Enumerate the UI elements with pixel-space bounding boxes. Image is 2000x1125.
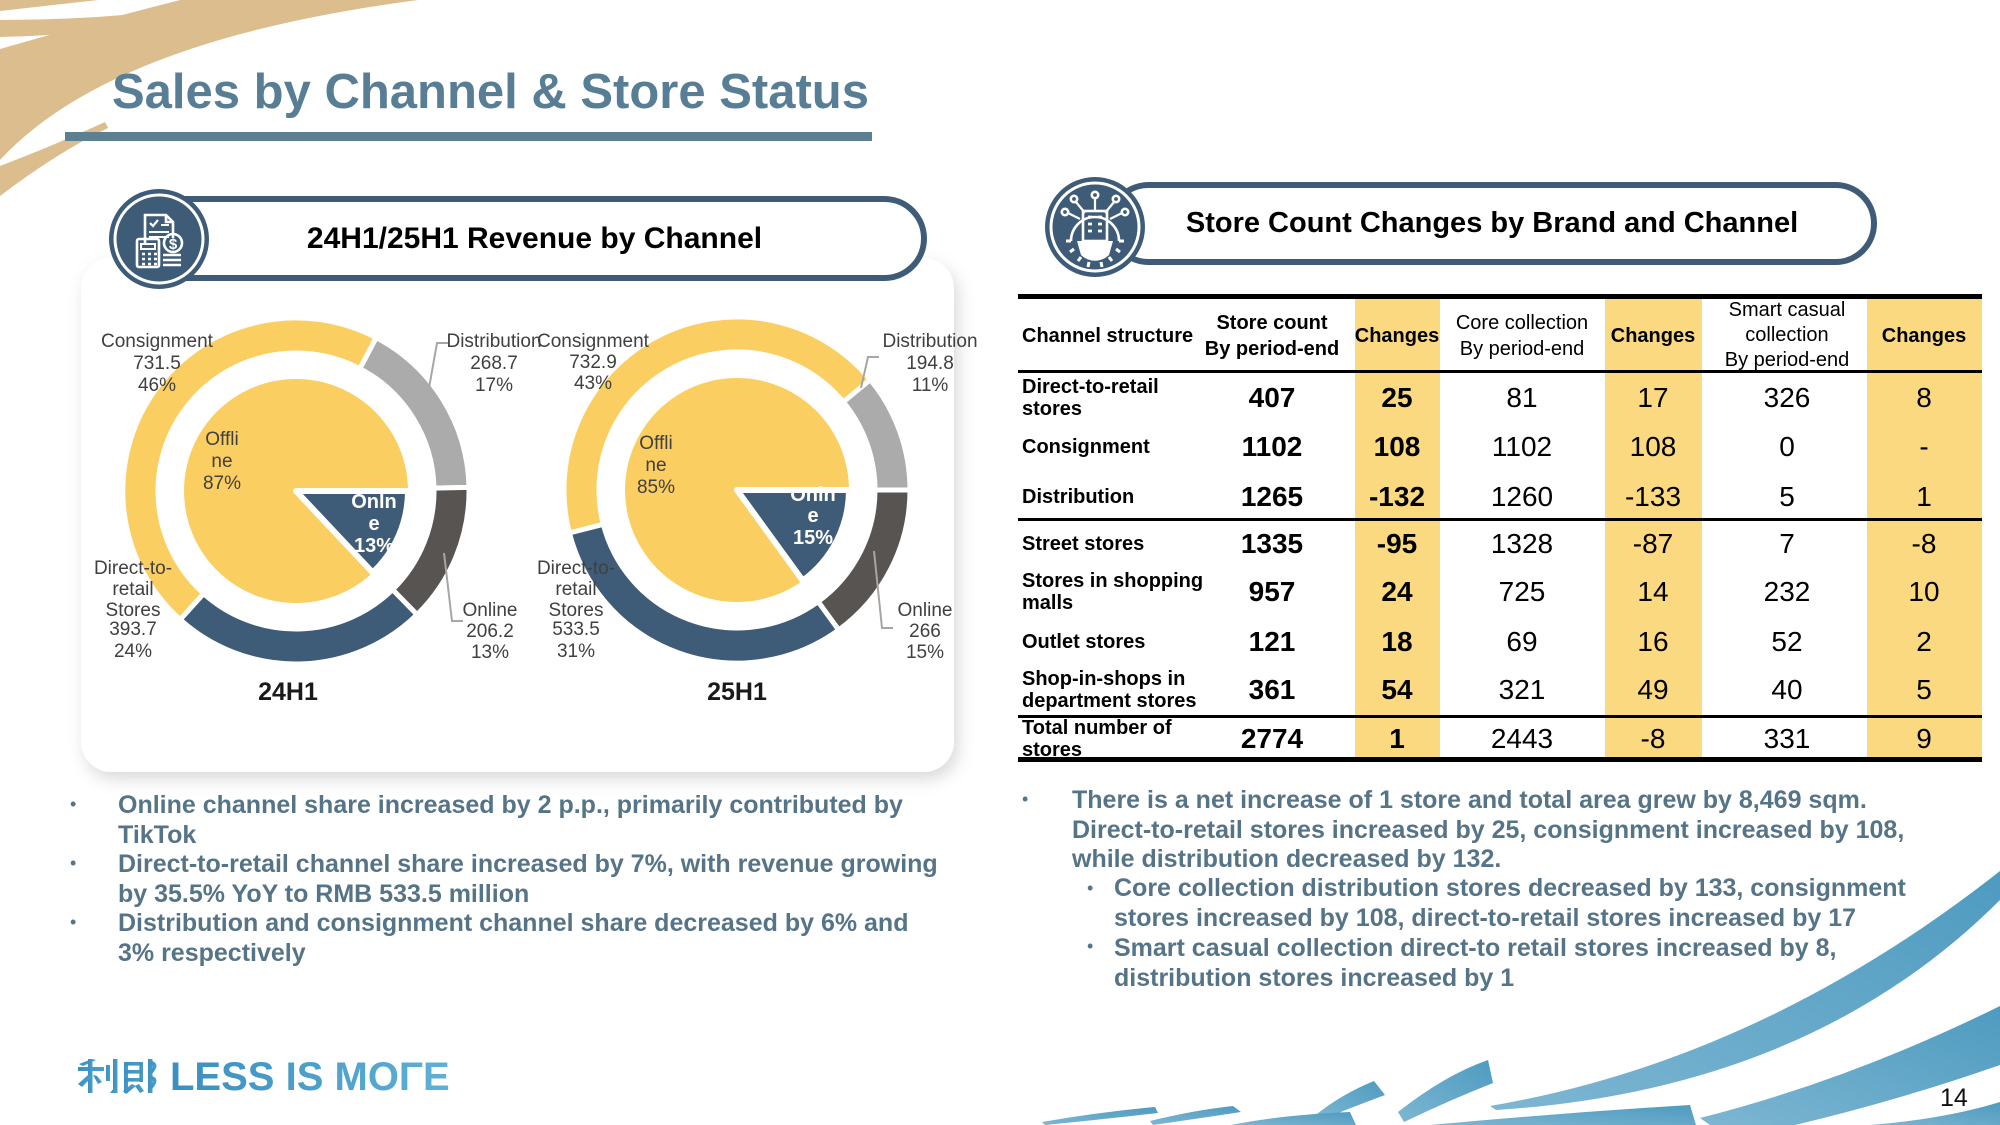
- svg-text:731.5: 731.5: [133, 353, 181, 374]
- svg-text:e: e: [368, 513, 379, 535]
- svg-text:retail: retail: [555, 579, 596, 600]
- svg-text:194.8: 194.8: [906, 353, 954, 374]
- svg-text:Onln: Onln: [790, 484, 836, 506]
- svg-text:$: $: [169, 236, 178, 253]
- svg-text:533.5: 533.5: [552, 619, 600, 640]
- svg-text:Consignment: Consignment: [101, 331, 214, 352]
- svg-text:268.7: 268.7: [470, 353, 518, 374]
- svg-text:13%: 13%: [471, 642, 509, 663]
- svg-text:Distribution: Distribution: [882, 331, 977, 352]
- svg-text:e: e: [807, 505, 818, 527]
- svg-text:Consignment: Consignment: [537, 331, 650, 352]
- svg-text:retail: retail: [112, 579, 153, 600]
- svg-text:266: 266: [909, 621, 941, 642]
- svg-text:Direct-to-: Direct-to-: [537, 558, 615, 579]
- svg-text:85%: 85%: [637, 477, 675, 498]
- svg-text:15%: 15%: [793, 527, 833, 549]
- svg-text:13%: 13%: [354, 535, 394, 557]
- svg-text:393.7: 393.7: [109, 619, 157, 640]
- svg-text:24%: 24%: [114, 641, 152, 662]
- svg-text:Direct-to-: Direct-to-: [94, 558, 172, 579]
- svg-text:LESS IS MOΓE: LESS IS MOΓE: [170, 1055, 450, 1099]
- svg-text:11%: 11%: [912, 375, 949, 396]
- svg-text:25H1: 25H1: [707, 678, 767, 706]
- svg-text:732.9: 732.9: [569, 352, 617, 373]
- svg-text:Offli: Offli: [205, 429, 238, 450]
- svg-text:Onln: Onln: [351, 491, 397, 513]
- svg-text:ne: ne: [211, 451, 232, 472]
- svg-text:Distribution: Distribution: [446, 331, 541, 352]
- svg-text:24H1: 24H1: [258, 678, 318, 706]
- svg-text:Online: Online: [463, 600, 518, 621]
- svg-text:206.2: 206.2: [466, 621, 514, 642]
- svg-text:46%: 46%: [138, 375, 176, 396]
- svg-text:87%: 87%: [203, 473, 241, 494]
- svg-text:Online: Online: [898, 600, 953, 621]
- svg-text:43%: 43%: [574, 373, 612, 394]
- svg-text:31%: 31%: [557, 641, 595, 662]
- svg-text:ne: ne: [645, 455, 666, 476]
- svg-text:Offli: Offli: [639, 433, 672, 454]
- svg-text:Stores: Stores: [106, 600, 161, 621]
- svg-text:Stores: Stores: [549, 600, 604, 621]
- svg-text:15%: 15%: [906, 642, 944, 663]
- svg-text:17%: 17%: [475, 375, 513, 396]
